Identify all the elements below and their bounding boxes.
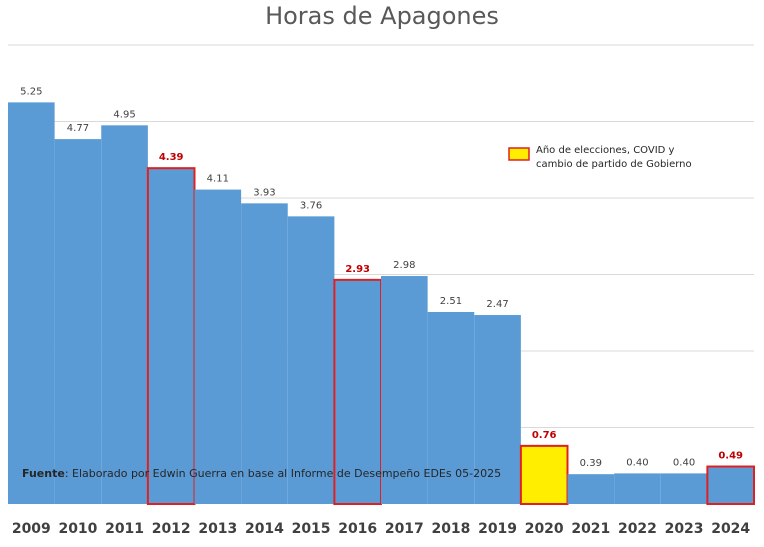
legend-swatch bbox=[508, 147, 530, 161]
x-tick-2016: 2016 bbox=[338, 521, 377, 537]
value-label-2017: 2.98 bbox=[393, 260, 415, 271]
bar-2019 bbox=[474, 315, 521, 504]
value-label-2012: 4.39 bbox=[159, 152, 184, 163]
value-label-2021: 0.39 bbox=[580, 458, 602, 469]
legend-label-line2: cambio de partido de Gobierno bbox=[536, 159, 692, 170]
x-tick-2024: 2024 bbox=[711, 521, 750, 537]
bar-2018 bbox=[427, 311, 475, 504]
x-tick-2012: 2012 bbox=[152, 521, 191, 537]
x-tick-2011: 2011 bbox=[105, 521, 144, 537]
bars bbox=[8, 102, 755, 506]
bar-2021 bbox=[567, 474, 615, 504]
source-text: : Elaborado por Edwin Guerra en base al … bbox=[65, 467, 501, 480]
x-tick-2019: 2019 bbox=[478, 521, 517, 537]
bar-2014 bbox=[241, 203, 288, 505]
x-tick-2010: 2010 bbox=[58, 521, 97, 537]
value-label-2022: 0.40 bbox=[626, 457, 648, 468]
value-label-2016: 2.93 bbox=[345, 264, 370, 275]
value-label-2020: 0.76 bbox=[532, 430, 557, 441]
legend-label-line1: Año de elecciones, COVID y bbox=[536, 145, 675, 156]
value-labels: 5.25 4.77 4.95 4.39 4.11 3.93 3.76 2.93 2.98 2.51… bbox=[20, 86, 743, 469]
source-note: Fuente: Elaborado por Edwin Guerra en ba… bbox=[22, 467, 501, 480]
bar-2015 bbox=[287, 216, 335, 505]
bar-2012 bbox=[146, 167, 196, 505]
x-tick-2018: 2018 bbox=[431, 521, 470, 537]
bar-2024 bbox=[706, 465, 755, 506]
bar-2016 bbox=[333, 278, 382, 506]
value-label-2019: 2.47 bbox=[486, 299, 508, 310]
value-label-2023: 0.40 bbox=[673, 457, 695, 468]
value-label-2015: 3.76 bbox=[300, 200, 322, 211]
x-axis-ticks: 2009 2010 2011 2012 2013 2014 2015 2016 2017 2018… bbox=[12, 521, 751, 537]
value-label-2009: 5.25 bbox=[20, 86, 42, 97]
chart-title: Horas de Apagones bbox=[265, 2, 499, 30]
bar-2009 bbox=[8, 102, 55, 504]
bar-2013 bbox=[194, 189, 242, 504]
bar-2020 bbox=[519, 444, 569, 505]
x-tick-2015: 2015 bbox=[292, 521, 331, 537]
x-tick-2021: 2021 bbox=[571, 521, 610, 537]
x-tick-2017: 2017 bbox=[385, 521, 424, 537]
x-tick-2009: 2009 bbox=[12, 521, 51, 537]
bar-2017 bbox=[381, 276, 428, 504]
bar-2023 bbox=[660, 473, 708, 504]
value-label-2010: 4.77 bbox=[67, 123, 89, 134]
value-label-2013: 4.11 bbox=[207, 174, 229, 185]
x-tick-2013: 2013 bbox=[198, 521, 237, 537]
value-label-2011: 4.95 bbox=[113, 109, 135, 120]
value-label-2018: 2.51 bbox=[440, 296, 462, 307]
x-tick-2014: 2014 bbox=[245, 521, 284, 537]
bar-2010 bbox=[54, 139, 102, 504]
value-label-2014: 3.93 bbox=[253, 187, 275, 198]
bar-2022 bbox=[614, 473, 661, 504]
x-tick-2022: 2022 bbox=[618, 521, 657, 537]
bar-2011 bbox=[101, 125, 148, 504]
value-label-2024: 0.49 bbox=[718, 451, 743, 462]
legend: Año de elecciones, COVID y cambio de par… bbox=[508, 145, 692, 170]
x-tick-2023: 2023 bbox=[665, 521, 704, 537]
source-label: Fuente bbox=[22, 467, 65, 480]
x-tick-2020: 2020 bbox=[525, 521, 564, 537]
